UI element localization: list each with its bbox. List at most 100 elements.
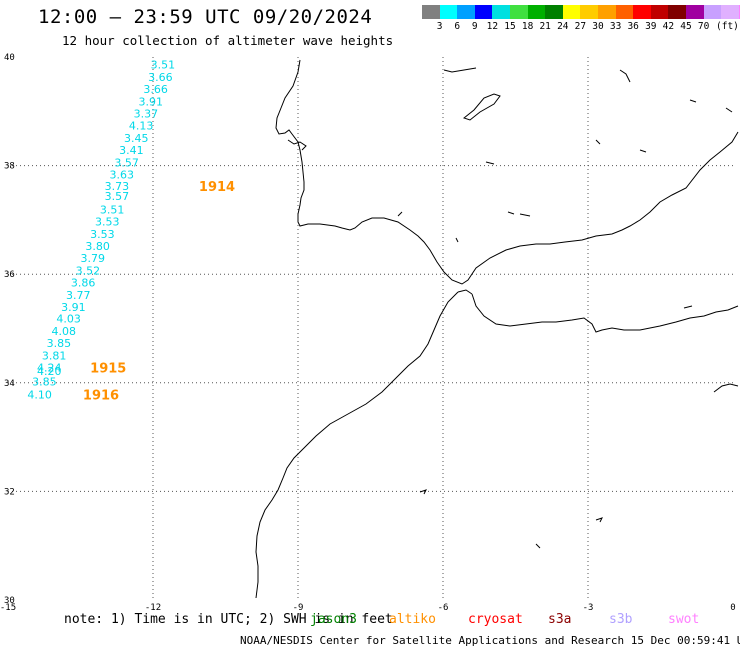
legend-swatch-11 — [615, 5, 634, 19]
page-title: 12:00 — 23:59 UTC 09/20/2024 — [38, 6, 373, 28]
legend-swatch-10 — [597, 5, 616, 19]
island-2 — [619, 69, 631, 83]
legend-swatch-5 — [509, 5, 528, 19]
wave-height-value: 3.85 — [47, 337, 72, 350]
legend-label: 15 — [504, 21, 516, 32]
lat-tick-label: 36 — [4, 270, 15, 280]
wave-height-value: 3.77 — [66, 289, 91, 302]
legend-unit: (ft) — [716, 21, 739, 32]
lon-tick-label: -9 — [293, 603, 304, 613]
coastline-france — [443, 67, 477, 73]
wave-height-legend: 3 6 9 12 15 18 21 24 27 30 33 36 39 42 45 70 (ft) — [422, 5, 740, 33]
coastline-iberia-west — [275, 59, 739, 285]
wave-height-value: 3.52 — [76, 264, 101, 277]
wave-height-value: 3.66 — [148, 71, 173, 84]
island-9 — [419, 489, 427, 495]
lat-tick-label: 38 — [4, 162, 15, 172]
lon-tick-label: 0 — [730, 603, 735, 613]
axis-tick-labels: -15 -12 -9 -6 -3 0 30 32 34 36 38 40 — [0, 53, 736, 613]
legend-label: 18 — [521, 21, 534, 32]
wave-height-value: 3.66 — [143, 83, 168, 96]
legend-swatch-6 — [527, 5, 546, 19]
coastline-north-africa — [471, 293, 739, 333]
coastline-east-fragment — [713, 383, 739, 393]
lat-lon-grid — [8, 57, 733, 600]
legend-label: 24 — [557, 21, 569, 32]
coastline-gibraltar — [457, 289, 473, 295]
wave-height-value: 3.80 — [85, 240, 110, 253]
wave-height-value: 3.37 — [134, 107, 159, 120]
legend-tick-labels: 3 6 9 12 15 18 21 24 27 30 33 36 39 42 45 70 — [422, 19, 740, 33]
legend-label: 21 — [539, 21, 551, 32]
legend-swatch-2 — [457, 5, 475, 19]
legend-swatch-7 — [545, 5, 563, 19]
satellite-s3a: s3a — [548, 612, 572, 627]
wave-height-value: 3.53 — [90, 228, 115, 241]
island-5 — [689, 99, 697, 103]
legend-label: 12 — [486, 21, 499, 32]
legend-label: 9 — [471, 21, 478, 32]
wave-height-value: 3.57 — [105, 190, 129, 203]
wave-height-value: 3.51 — [151, 59, 176, 72]
wave-height-labels: 3.513.663.663.913.374.133.453.413.573.63… — [27, 59, 175, 402]
satellite-altiko: altiko — [389, 612, 436, 627]
wave-height-value: 4.24 — [37, 362, 62, 375]
island-4 — [639, 149, 647, 153]
footer-credit: NOAA/NESDIS Center for Satellite Applica… — [240, 634, 740, 647]
coastline-morocco-west — [255, 291, 459, 599]
satellite-swot: swot — [668, 612, 700, 627]
lon-tick-label: -12 — [145, 603, 161, 613]
island-3 — [595, 139, 601, 145]
island-1 — [462, 93, 501, 121]
wave-height-value: 3.45 — [124, 132, 149, 145]
wave-height-value: 4.13 — [129, 119, 154, 132]
wave-height-value: 3.86 — [71, 276, 96, 289]
legend-label: 39 — [645, 21, 657, 32]
island-6 — [507, 211, 515, 215]
pass-time-labels: 1914 1915 1916 — [83, 180, 235, 404]
wave-height-value: 4.08 — [52, 325, 77, 338]
island-8 — [485, 161, 495, 165]
wave-height-value: 3.53 — [95, 216, 120, 229]
legend-label: 30 — [592, 21, 604, 32]
wave-height-value: 3.63 — [110, 168, 135, 181]
legend-label: 33 — [609, 21, 622, 32]
legend-swatch-0 — [422, 5, 440, 19]
island-11 — [535, 543, 541, 549]
wave-height-value: 3.91 — [139, 96, 164, 109]
lon-tick-label: -3 — [583, 603, 594, 613]
island-14 — [725, 107, 733, 113]
lon-tick-label: -15 — [0, 603, 16, 613]
footer-note: note: 1) Time is in UTC; 2) SWH is in fe… — [64, 612, 393, 627]
island-13 — [455, 237, 459, 243]
legend-label: 3 — [436, 21, 443, 32]
legend-swatch-8 — [562, 5, 581, 19]
legend-swatch-14 — [668, 5, 686, 19]
wave-height-value: 3.51 — [100, 204, 125, 217]
legend-swatch-4 — [492, 5, 510, 19]
legend-label: 27 — [574, 21, 587, 32]
coastline — [255, 59, 739, 599]
lat-tick-label: 32 — [4, 487, 15, 497]
wave-height-value: 3.79 — [81, 252, 106, 265]
island-15 — [683, 305, 693, 309]
legend-swatch-9 — [580, 5, 598, 19]
lon-tick-label: -6 — [438, 603, 449, 613]
wave-height-value: 3.81 — [42, 350, 66, 363]
pass-time-label: 1914 — [199, 180, 235, 195]
wave-height-value: 3.91 — [61, 301, 86, 314]
page-subtitle: 12 hour collection of altimeter wave hei… — [62, 33, 394, 48]
legend-label: 45 — [680, 21, 692, 32]
legend-swatch-1 — [439, 5, 458, 19]
legend-label: 70 — [697, 21, 710, 32]
legend-label: 36 — [627, 21, 639, 32]
wave-height-value: 3.41 — [119, 144, 143, 157]
legend-swatch-15 — [685, 5, 704, 19]
legend-swatch-16 — [703, 5, 722, 19]
satellite-s3b: s3b — [609, 612, 633, 627]
legend-label: 42 — [662, 21, 675, 32]
island-12 — [397, 211, 403, 217]
legend-label: 6 — [454, 21, 461, 32]
